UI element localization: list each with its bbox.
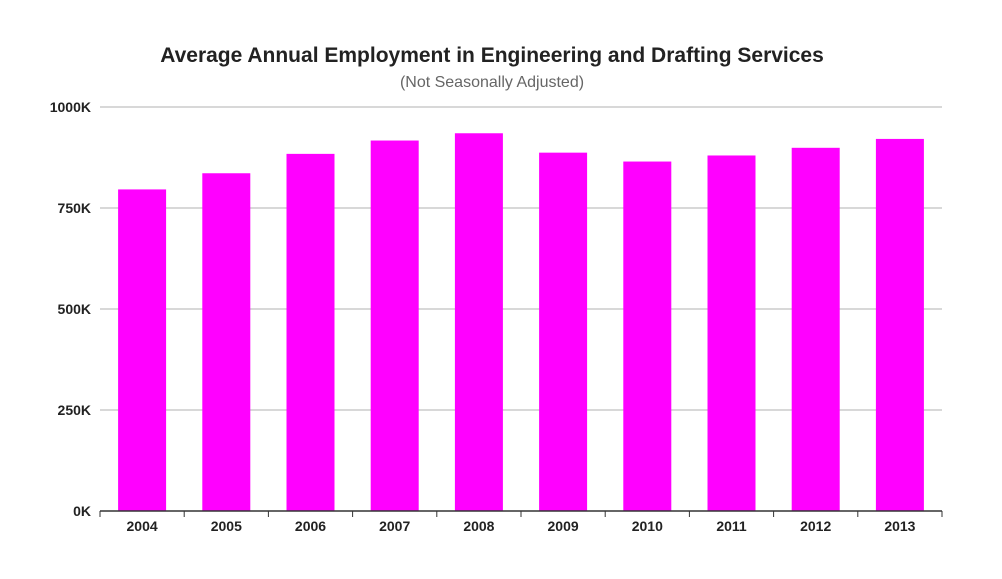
y-tick-label: 750K <box>58 200 91 216</box>
x-tick-label: 2013 <box>884 518 915 534</box>
x-tick-label: 2008 <box>463 518 494 534</box>
y-axis: 0K 250K 500K 750K 1000K <box>50 99 91 519</box>
x-tick-label: 2005 <box>211 518 242 534</box>
bar-2009 <box>539 152 588 512</box>
x-tick-label: 2011 <box>716 518 747 534</box>
x-tick-label: 2004 <box>127 518 158 534</box>
x-tick-label: 2010 <box>632 518 663 534</box>
y-tick-label: 0K <box>73 503 91 519</box>
bar-2008 <box>454 133 503 511</box>
bar-2005 <box>202 173 251 512</box>
y-tick-label: 500K <box>58 301 91 317</box>
bar-2012 <box>791 147 840 511</box>
bar-2004 <box>118 189 167 511</box>
x-tick-label: 2007 <box>379 518 410 534</box>
chart-subtitle: (Not Seasonally Adjusted) <box>400 74 584 91</box>
bar-2010 <box>623 161 672 512</box>
bars <box>118 133 924 512</box>
x-axis: 2004 2005 2006 2007 2008 2009 2010 2011 2012 2013 <box>99 510 943 534</box>
x-tick-label: 2009 <box>548 518 579 534</box>
bar-2011 <box>707 155 756 512</box>
x-tick-label: 2006 <box>295 518 326 534</box>
x-tick-label: 2012 <box>800 518 831 534</box>
y-tick-label: 1000K <box>50 99 91 115</box>
bar-2007 <box>370 140 419 512</box>
bar-2013 <box>875 138 924 511</box>
chart-title: Average Annual Employment in Engineering… <box>160 44 824 67</box>
y-tick-label: 250K <box>58 402 91 418</box>
bar-2006 <box>286 153 335 511</box>
